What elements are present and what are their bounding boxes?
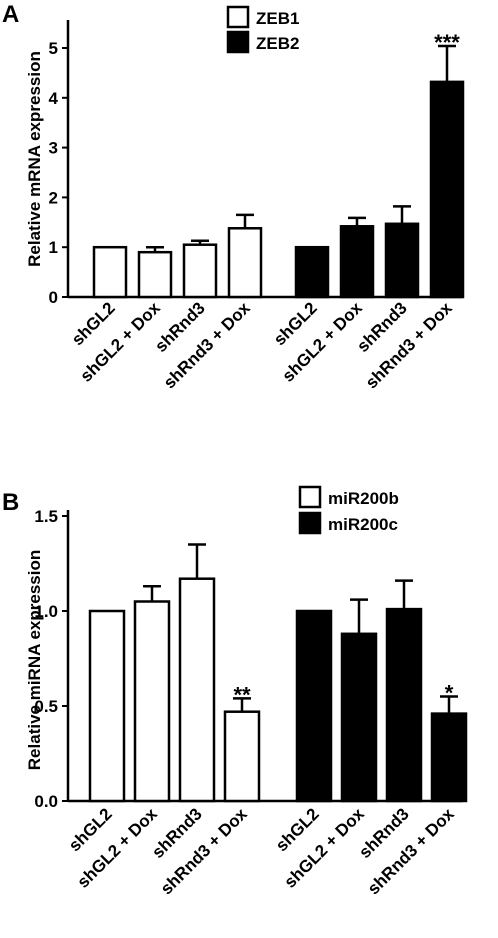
bar — [340, 632, 378, 803]
y-tick-label: 0.0 — [34, 792, 58, 811]
bar — [429, 80, 465, 299]
legend-swatch — [298, 511, 322, 535]
y-axis-title: Relative mRNA expression — [25, 51, 44, 267]
bar — [182, 243, 218, 299]
bar — [178, 577, 216, 803]
bar — [430, 712, 468, 803]
legend-label: miR200b — [328, 489, 399, 508]
bar — [223, 710, 261, 803]
bar — [133, 600, 171, 803]
y-tick-label: 1.0 — [34, 602, 58, 621]
bar — [92, 245, 128, 299]
panel-letter: A — [2, 1, 19, 28]
y-tick-label: 0.5 — [34, 697, 58, 716]
bar — [384, 222, 420, 299]
legend-label: ZEB1 — [256, 9, 299, 28]
y-tick-label: 1 — [49, 238, 58, 257]
significance-label: ** — [233, 682, 251, 707]
y-tick-label: 3 — [49, 139, 58, 158]
bar — [295, 609, 333, 803]
significance-label: *** — [434, 30, 460, 55]
y-tick-label: 4 — [49, 89, 59, 108]
legend-swatch — [298, 485, 322, 509]
significance-label: * — [445, 681, 454, 706]
bar — [339, 225, 375, 299]
y-tick-label: 1.5 — [34, 507, 58, 526]
y-tick-label: 5 — [49, 39, 58, 58]
bar — [294, 245, 330, 299]
bar — [88, 609, 126, 803]
y-axis-title: Relative miRNA expression — [25, 550, 44, 770]
legend-label: ZEB2 — [256, 34, 299, 53]
y-tick-label: 0 — [49, 288, 58, 307]
bar — [137, 250, 173, 299]
legend-swatch — [226, 30, 250, 54]
bar — [385, 607, 423, 803]
y-tick-label: 2 — [49, 188, 58, 207]
legend-label: miR200c — [328, 515, 398, 534]
bar — [227, 227, 263, 299]
legend-swatch — [226, 5, 250, 29]
panel-letter: B — [2, 489, 19, 516]
